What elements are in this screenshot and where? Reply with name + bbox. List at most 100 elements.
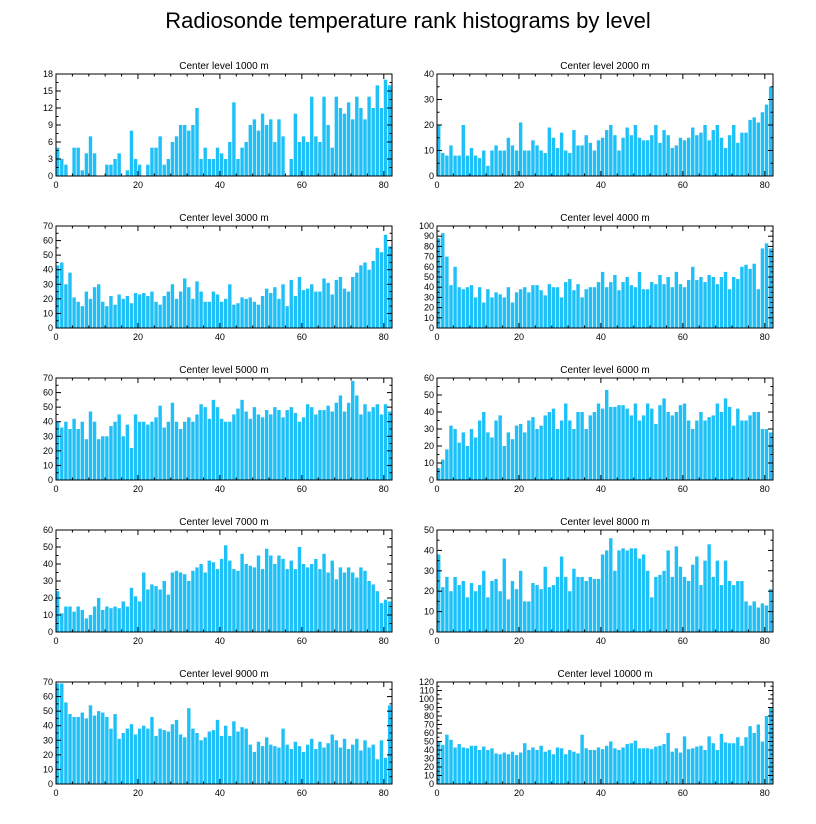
bar — [183, 421, 187, 480]
bar — [80, 609, 84, 632]
bar — [367, 269, 371, 328]
bar — [645, 748, 650, 784]
bar — [600, 408, 605, 480]
bar — [342, 113, 347, 176]
bar — [256, 130, 261, 176]
bar — [523, 743, 527, 784]
bar — [215, 407, 220, 480]
bar — [756, 122, 761, 176]
bar — [477, 287, 482, 328]
bar — [576, 412, 580, 480]
bar — [469, 429, 474, 480]
bar — [498, 150, 502, 176]
x-tick-label: 20 — [514, 332, 524, 342]
bar — [297, 277, 302, 328]
y-tick-label: 30 — [43, 735, 53, 745]
bar — [355, 577, 359, 632]
bar — [625, 127, 629, 176]
bar — [461, 581, 465, 632]
bar — [658, 405, 662, 480]
bar — [457, 744, 461, 784]
bar — [650, 749, 654, 784]
bar — [764, 104, 769, 176]
bar — [383, 757, 388, 784]
bar — [277, 119, 281, 176]
bar — [109, 608, 113, 632]
bar — [273, 407, 277, 480]
bar — [576, 145, 580, 176]
bar — [756, 607, 761, 632]
bar — [564, 754, 568, 784]
bar — [191, 421, 195, 480]
bar — [555, 287, 560, 328]
bar — [305, 142, 310, 176]
bar — [277, 298, 281, 328]
bar — [137, 421, 142, 480]
bar — [592, 287, 597, 328]
y-tick-label: 0 — [48, 779, 53, 789]
y-tick-label: 18 — [43, 69, 53, 79]
bar — [682, 140, 687, 176]
bar — [498, 415, 502, 480]
bar — [379, 414, 384, 480]
bar — [326, 125, 330, 176]
bar — [68, 429, 72, 480]
bar — [125, 424, 130, 480]
y-tick-label: 50 — [43, 706, 53, 716]
bar — [691, 429, 695, 480]
bar — [740, 420, 744, 480]
bar — [92, 287, 97, 328]
bar — [215, 294, 220, 328]
bar — [301, 564, 306, 632]
bar — [301, 751, 306, 784]
bar — [244, 142, 248, 176]
bar — [498, 294, 502, 328]
bar — [375, 404, 380, 480]
bar — [605, 130, 609, 176]
bar — [666, 277, 670, 328]
bar — [760, 248, 765, 328]
bar — [662, 130, 666, 176]
bar — [240, 727, 244, 784]
bar — [363, 740, 367, 784]
bar — [60, 159, 64, 176]
bar — [363, 262, 367, 328]
bar — [72, 418, 76, 480]
bar — [453, 155, 457, 176]
bar — [686, 280, 691, 328]
bar — [142, 572, 146, 632]
bar — [191, 728, 195, 784]
bar — [539, 745, 543, 784]
bar — [576, 753, 580, 784]
bar — [748, 268, 752, 328]
bar — [387, 246, 392, 328]
bar — [711, 277, 715, 328]
bar — [183, 737, 187, 784]
bar — [551, 137, 556, 176]
bar — [199, 740, 203, 784]
bar — [203, 407, 207, 480]
bar — [109, 295, 113, 328]
bar — [367, 96, 371, 176]
bar — [752, 263, 756, 328]
bar — [248, 565, 252, 632]
bar — [559, 132, 564, 176]
bar — [133, 293, 138, 328]
bar — [154, 417, 158, 480]
bar — [346, 402, 351, 480]
bar — [56, 265, 60, 328]
bar — [203, 572, 207, 632]
bar — [625, 550, 629, 632]
bar — [342, 572, 347, 632]
bar — [760, 603, 765, 632]
bar — [322, 278, 326, 328]
bar — [748, 119, 752, 176]
x-tick-label: 60 — [297, 636, 307, 646]
y-tick-label: 50 — [424, 390, 434, 400]
y-tick-label: 6 — [48, 137, 53, 147]
y-tick-label: 10 — [43, 610, 53, 620]
bar — [379, 108, 384, 176]
bar — [588, 142, 593, 176]
bar — [207, 731, 212, 784]
bar — [236, 408, 240, 480]
